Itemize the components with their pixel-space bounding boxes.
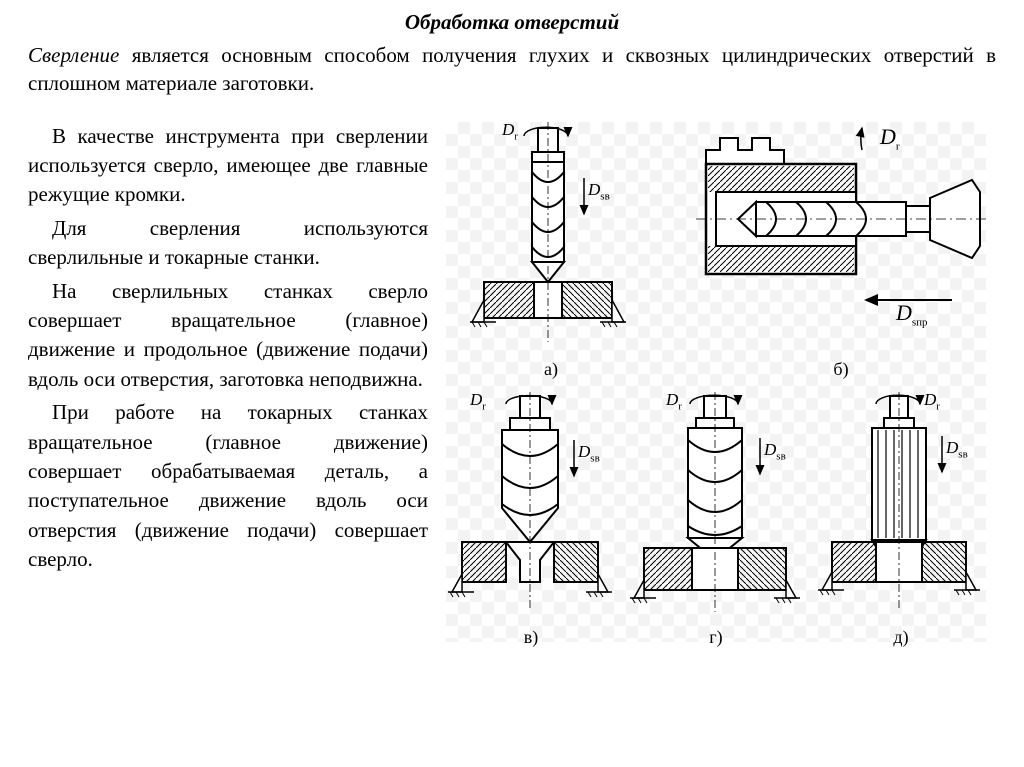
- caption-v: в): [446, 627, 616, 648]
- diagram-a: Dr Dsв а): [466, 122, 636, 380]
- diagram-column: Dr Dsв а): [446, 122, 996, 642]
- label-ds-a: Dsв: [588, 180, 610, 202]
- label-dr-a: Dr: [502, 120, 518, 142]
- diagram-d: Dr Dsв д): [816, 392, 986, 648]
- caption-b: б): [696, 359, 986, 380]
- caption-a: а): [466, 359, 636, 380]
- diagram-v: Dr Dsв в): [446, 392, 616, 648]
- intro-emphasis: Сверление: [28, 43, 119, 67]
- label-ds-b: Dsпр: [896, 300, 928, 328]
- intro-text: является основным способом получения глу…: [28, 43, 996, 95]
- intro-paragraph: Сверление является основным способом пол…: [28, 41, 996, 98]
- label-ds-v: Dsв: [578, 442, 600, 464]
- paragraph-1: В качестве инструмента при сверлении исп…: [28, 122, 428, 210]
- paragraph-4: При работе на токарных станках вращатель…: [28, 398, 428, 574]
- diagram-b: Dr Dsпр б): [696, 122, 986, 380]
- paragraph-2: Для сверления используются сверлильные и…: [28, 214, 428, 273]
- caption-d: д): [816, 627, 986, 648]
- left-text-column: В качестве инструмента при сверлении исп…: [28, 122, 428, 642]
- paragraph-3: На сверлильных станках сверло совершает …: [28, 277, 428, 395]
- label-dr-b: Dr: [880, 124, 900, 152]
- label-ds-d: Dsв: [946, 438, 968, 460]
- caption-g: г): [626, 627, 806, 648]
- label-dr-d: Dr: [924, 390, 940, 412]
- page-title: Обработка отверстий: [28, 10, 996, 35]
- label-dr-g: Dr: [666, 390, 682, 412]
- label-ds-g: Dsв: [764, 440, 786, 462]
- label-dr-v: Dr: [470, 390, 486, 412]
- diagram-g: Dr Dsв г): [626, 392, 806, 648]
